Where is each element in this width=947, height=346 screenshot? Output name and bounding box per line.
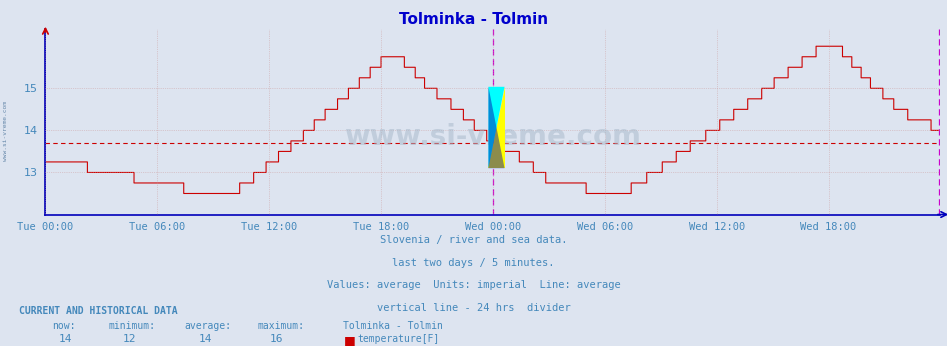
Text: 16: 16 bbox=[270, 334, 283, 344]
Polygon shape bbox=[489, 87, 505, 168]
Text: Tolminka - Tolmin: Tolminka - Tolmin bbox=[343, 321, 442, 331]
Text: www.si-vreme.com: www.si-vreme.com bbox=[345, 123, 641, 151]
Text: www.si-vreme.com: www.si-vreme.com bbox=[3, 101, 9, 162]
Text: 14: 14 bbox=[59, 334, 72, 344]
Text: vertical line - 24 hrs  divider: vertical line - 24 hrs divider bbox=[377, 303, 570, 313]
Text: Values: average  Units: imperial  Line: average: Values: average Units: imperial Line: av… bbox=[327, 280, 620, 290]
Text: minimum:: minimum: bbox=[109, 321, 156, 331]
Text: last two days / 5 minutes.: last two days / 5 minutes. bbox=[392, 258, 555, 268]
Text: 12: 12 bbox=[123, 334, 136, 344]
Text: temperature[F]: temperature[F] bbox=[357, 334, 439, 344]
Text: average:: average: bbox=[185, 321, 232, 331]
Text: now:: now: bbox=[52, 321, 76, 331]
Text: ■: ■ bbox=[344, 334, 355, 346]
Text: Tolminka - Tolmin: Tolminka - Tolmin bbox=[399, 12, 548, 27]
Polygon shape bbox=[489, 87, 505, 168]
Polygon shape bbox=[489, 87, 505, 168]
Text: 14: 14 bbox=[199, 334, 212, 344]
Text: maximum:: maximum: bbox=[258, 321, 305, 331]
Text: Slovenia / river and sea data.: Slovenia / river and sea data. bbox=[380, 235, 567, 245]
Text: CURRENT AND HISTORICAL DATA: CURRENT AND HISTORICAL DATA bbox=[19, 306, 178, 316]
